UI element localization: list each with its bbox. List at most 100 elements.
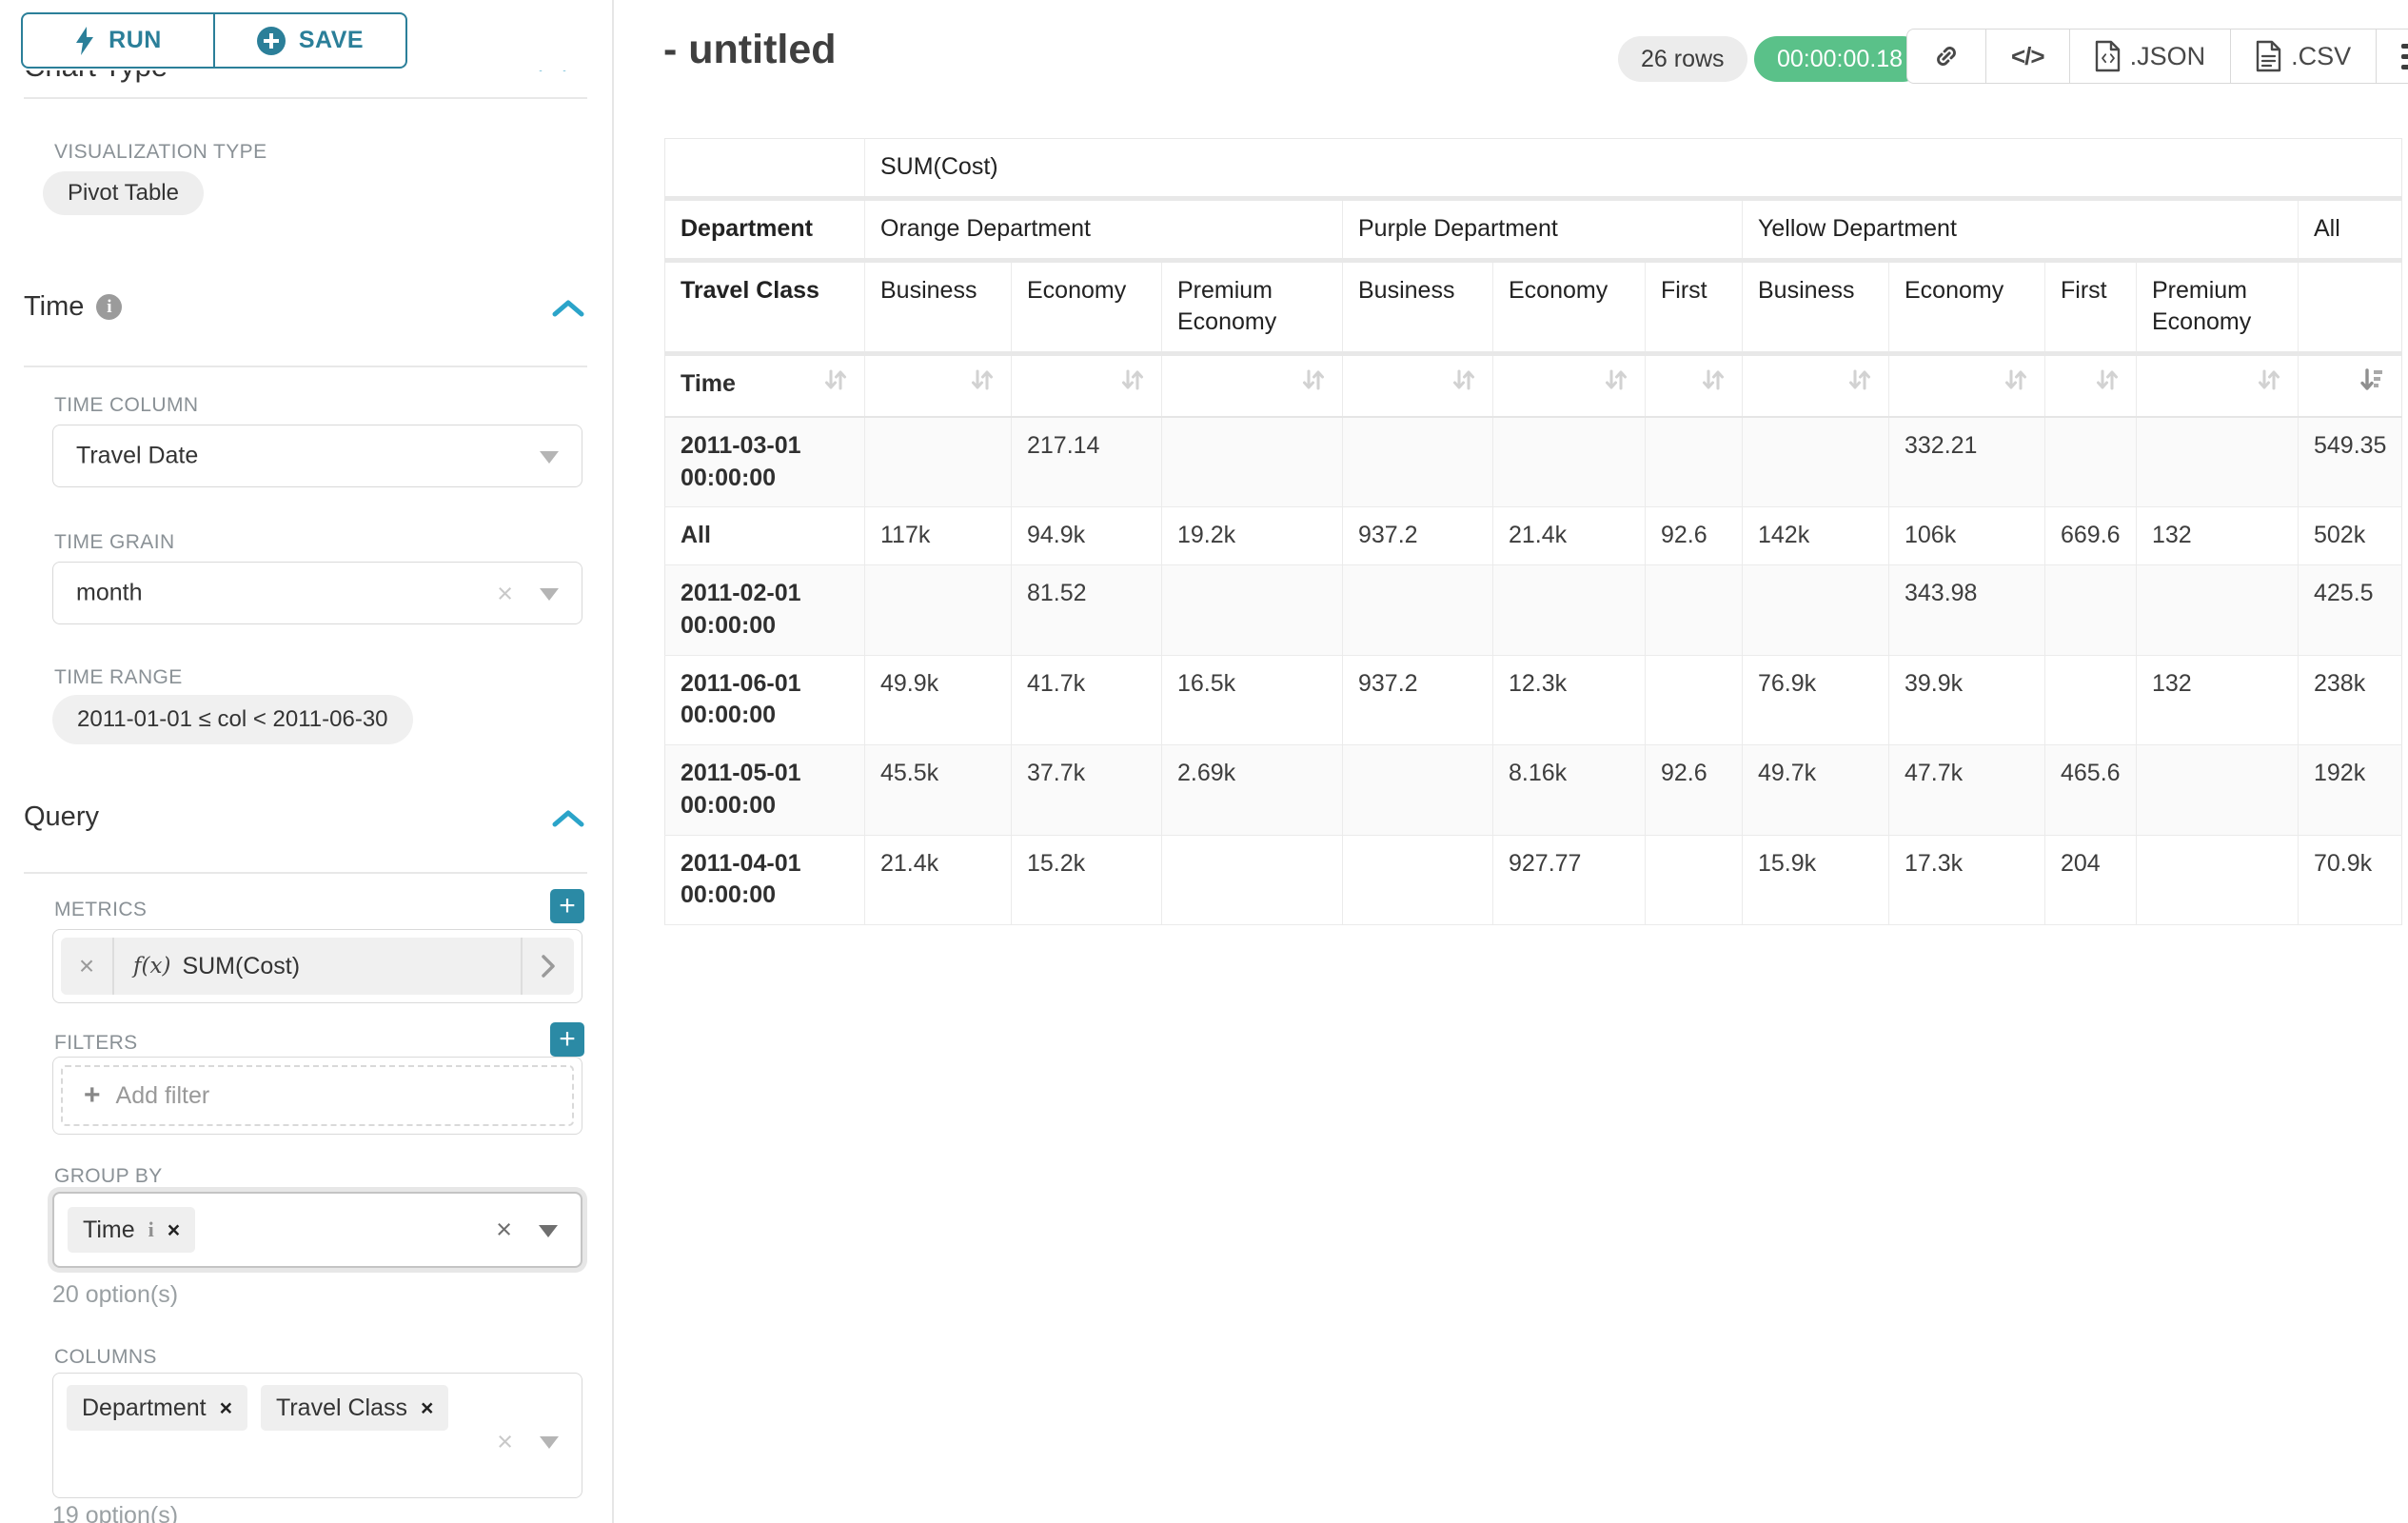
view-query-button[interactable]: </> xyxy=(1986,30,2070,83)
sort-icon[interactable] xyxy=(820,366,849,404)
pivot-cell: 94.9k xyxy=(1011,506,1162,565)
export-csv-label: .CSV xyxy=(2291,41,2352,70)
section-divider xyxy=(24,366,587,367)
sort-icon[interactable] xyxy=(1601,366,1629,404)
link-icon xyxy=(1937,47,1956,66)
info-icon[interactable]: i xyxy=(96,294,123,320)
visualization-type-label: VISUALIZATION TYPE xyxy=(54,141,267,163)
pivot-cell: 16.5k xyxy=(1161,655,1343,745)
time-grain-select[interactable]: month × xyxy=(52,562,582,624)
clear-icon[interactable]: × xyxy=(497,1427,513,1457)
sort-icon[interactable] xyxy=(1698,366,1727,404)
table-row: 2011-04-01 00:00:00 21.4k 15.2k 927.77 15.9k… xyxy=(664,835,2402,925)
columns-select[interactable]: Department × Travel Class × × xyxy=(52,1373,582,1498)
time-range-pill[interactable]: 2011-01-01 ≤ col < 2011-06-30 xyxy=(52,695,413,744)
remove-tag-icon[interactable]: × xyxy=(421,1394,434,1420)
table-row: 2011-02-01 00:00:00 81.52 343.98 425.5 xyxy=(664,564,2402,656)
column-group-header: Purple Department xyxy=(1342,198,1743,263)
pivot-cell xyxy=(864,564,1012,656)
pivot-cell: 21.4k xyxy=(864,835,1012,925)
collapse-time-icon[interactable] xyxy=(552,299,584,318)
pivot-cell xyxy=(2044,564,2137,656)
pivot-cell xyxy=(1342,744,1493,836)
column-header: Economy xyxy=(1011,260,1162,356)
remove-metric-icon[interactable]: × xyxy=(61,938,114,995)
clear-icon[interactable]: × xyxy=(496,1215,512,1245)
remove-tag-icon[interactable]: × xyxy=(167,1216,181,1242)
more-options-button[interactable] xyxy=(2377,30,2408,83)
group-by-label: GROUP BY xyxy=(54,1165,163,1187)
control-panel: Chart Type RUN SAVE VISUALIZATION TYPE P… xyxy=(0,0,614,1523)
function-icon: f(x) xyxy=(133,954,171,979)
export-json-button[interactable]: .JSON xyxy=(2070,30,2232,83)
save-button[interactable]: SAVE xyxy=(214,12,407,69)
metric-header: SUM(Cost) xyxy=(863,138,2402,201)
code-icon: </> xyxy=(2011,41,2045,70)
sort-icon[interactable] xyxy=(2254,366,2282,404)
column-header: Economy xyxy=(1888,260,2045,356)
add-metric-button[interactable]: + xyxy=(550,889,584,923)
sort-icon[interactable] xyxy=(1845,366,1873,404)
table-row: 2011-05-01 00:00:00 45.5k 37.7k 2.69k 8.16k 9… xyxy=(664,744,2402,836)
pivot-cell: 465.6 xyxy=(2044,744,2137,836)
info-icon[interactable]: i xyxy=(148,1217,154,1241)
sort-icon[interactable] xyxy=(2092,366,2121,404)
sort-desc-icon[interactable] xyxy=(2358,366,2386,404)
time-column-select[interactable]: Travel Date xyxy=(52,425,582,487)
pivot-cell: 204 xyxy=(2044,835,2137,925)
row-header: 2011-03-01 00:00:00 xyxy=(664,416,865,508)
chart-area: - untitled 26 rows 00:00:00.18 </> .JSON… xyxy=(616,0,2408,1523)
clear-icon[interactable]: × xyxy=(497,579,513,609)
pivot-cell: 19.2k xyxy=(1161,506,1343,565)
pivot-cell xyxy=(2044,655,2137,745)
visualization-type-pill[interactable]: Pivot Table xyxy=(43,171,204,215)
pivot-cell: 106k xyxy=(1888,506,2045,565)
table-row: 2011-06-01 00:00:00 49.9k 41.7k 16.5k 937.2 1… xyxy=(664,655,2402,745)
pivot-cell: 41.7k xyxy=(1011,655,1162,745)
filters-label: FILTERS xyxy=(54,1032,138,1054)
chevron-down-icon xyxy=(539,1225,558,1237)
expand-metric-icon[interactable] xyxy=(521,938,574,995)
pivot-cell xyxy=(2044,416,2137,508)
metric-label: SUM(Cost) xyxy=(182,952,301,979)
pivot-cell: 15.2k xyxy=(1011,835,1162,925)
pivot-cell: 217.14 xyxy=(1011,416,1162,508)
sort-icon[interactable] xyxy=(967,366,996,404)
remove-tag-icon[interactable]: × xyxy=(219,1394,233,1420)
column-header: First xyxy=(2044,260,2137,356)
pivot-cell: 238k xyxy=(2297,655,2402,745)
run-button[interactable]: RUN xyxy=(21,12,214,69)
metric-pill[interactable]: × f(x) SUM(Cost) xyxy=(61,938,574,995)
collapse-query-icon[interactable] xyxy=(552,809,584,828)
column-header: Business xyxy=(864,260,1012,356)
column-header xyxy=(2297,260,2402,356)
sort-icon[interactable] xyxy=(2001,366,2029,404)
pivot-cell xyxy=(1645,564,1743,656)
pivot-cell xyxy=(1645,655,1743,745)
pivot-cell: 39.9k xyxy=(1888,655,2045,745)
sort-icon[interactable] xyxy=(1117,366,1146,404)
column-group-header: All xyxy=(2297,198,2402,263)
group-by-select[interactable]: Time i × × xyxy=(52,1192,582,1268)
time-column-value: Travel Date xyxy=(76,442,199,469)
time-grain-label: TIME GRAIN xyxy=(54,531,175,553)
pivot-cell xyxy=(1645,835,1743,925)
chart-title[interactable]: - untitled xyxy=(663,27,837,72)
bolt-icon xyxy=(76,26,94,55)
add-filter-button[interactable]: + Add filter xyxy=(61,1065,574,1126)
pivot-cell xyxy=(1161,416,1343,508)
pivot-cell: 15.9k xyxy=(1742,835,1889,925)
export-csv-button[interactable]: .CSV xyxy=(2231,30,2378,83)
plus-icon: + xyxy=(84,1079,101,1111)
pivot-cell: 92.6 xyxy=(1645,506,1743,565)
sort-icon[interactable] xyxy=(1449,366,1477,404)
share-link-button[interactable] xyxy=(1907,30,1986,83)
row-header: 2011-06-01 00:00:00 xyxy=(664,655,865,745)
add-filter-plus-button[interactable]: + xyxy=(550,1022,584,1057)
tag-label: Department xyxy=(82,1394,207,1421)
sort-icon[interactable] xyxy=(1298,366,1327,404)
query-buttons-bar: RUN SAVE xyxy=(0,0,612,70)
pivot-cell: 49.7k xyxy=(1742,744,1889,836)
pivot-cell xyxy=(1742,564,1889,656)
pivot-cell xyxy=(1492,564,1646,656)
